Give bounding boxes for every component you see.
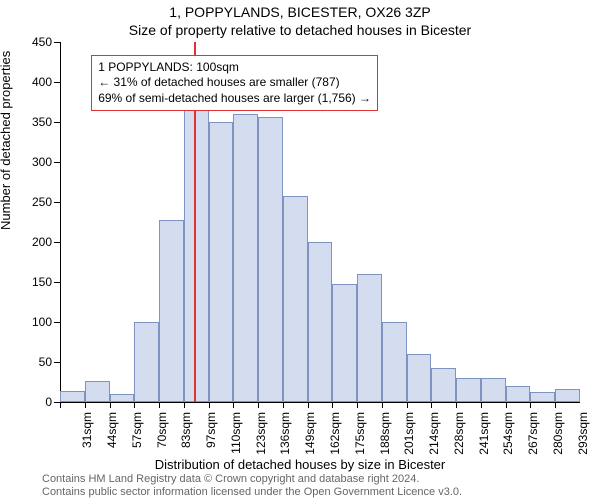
x-tick-label: 44sqm bbox=[105, 412, 119, 460]
x-tick-label: 162sqm bbox=[328, 412, 342, 460]
x-tick bbox=[159, 402, 160, 408]
y-tick-label: 150 bbox=[32, 275, 52, 289]
x-axis-label: Distribution of detached houses by size … bbox=[0, 457, 600, 472]
y-tick-label: 0 bbox=[45, 395, 52, 409]
x-tick bbox=[332, 402, 333, 408]
x-tick-label: 31sqm bbox=[80, 412, 94, 460]
histogram-bar bbox=[134, 322, 159, 402]
x-tick bbox=[110, 402, 111, 408]
x-tick-label: 228sqm bbox=[452, 412, 466, 460]
y-tick bbox=[54, 42, 60, 43]
histogram-bar bbox=[209, 122, 234, 402]
histogram-bar bbox=[530, 392, 555, 402]
x-tick-label: 241sqm bbox=[477, 412, 491, 460]
x-tick bbox=[357, 402, 358, 408]
y-axis-label: Number of detached properties bbox=[0, 51, 13, 230]
y-tick-label: 400 bbox=[32, 75, 52, 89]
x-tick bbox=[60, 402, 61, 408]
x-tick bbox=[258, 402, 259, 408]
histogram-bar bbox=[60, 391, 85, 402]
x-tick bbox=[456, 402, 457, 408]
x-tick-label: 83sqm bbox=[179, 412, 193, 460]
y-tick-label: 250 bbox=[32, 195, 52, 209]
y-tick bbox=[54, 322, 60, 323]
x-tick bbox=[530, 402, 531, 408]
x-tick bbox=[85, 402, 86, 408]
y-tick-label: 450 bbox=[32, 35, 52, 49]
histogram-bar bbox=[431, 368, 456, 402]
histogram-bar bbox=[283, 196, 308, 402]
x-tick-label: 214sqm bbox=[427, 412, 441, 460]
histogram-bar bbox=[110, 394, 135, 402]
histogram-bar bbox=[159, 220, 184, 402]
x-tick-label: 280sqm bbox=[551, 412, 565, 460]
y-tick-label: 200 bbox=[32, 235, 52, 249]
histogram-bar bbox=[258, 117, 283, 402]
x-tick-label: 123sqm bbox=[254, 412, 268, 460]
x-tick bbox=[407, 402, 408, 408]
histogram-bar bbox=[382, 322, 407, 402]
x-tick bbox=[382, 402, 383, 408]
x-tick-label: 293sqm bbox=[576, 412, 590, 460]
annotation-line: 69% of semi-detached houses are larger (… bbox=[98, 91, 371, 107]
y-tick-label: 350 bbox=[32, 115, 52, 129]
y-tick bbox=[54, 82, 60, 83]
histogram-bar bbox=[456, 378, 481, 402]
x-tick-label: 254sqm bbox=[501, 412, 515, 460]
histogram-bar bbox=[506, 386, 531, 402]
x-tick bbox=[209, 402, 210, 408]
y-tick bbox=[54, 202, 60, 203]
x-tick-label: 110sqm bbox=[229, 412, 243, 460]
x-tick bbox=[308, 402, 309, 408]
x-tick bbox=[184, 402, 185, 408]
histogram-bar bbox=[233, 114, 258, 402]
x-tick bbox=[283, 402, 284, 408]
footer-line2: Contains public sector information licen… bbox=[42, 486, 590, 500]
x-tick-label: 175sqm bbox=[353, 412, 367, 460]
annotation-line: 1 POPPYLANDS: 100sqm bbox=[98, 60, 371, 76]
x-tick bbox=[481, 402, 482, 408]
y-tick bbox=[54, 282, 60, 283]
y-tick-label: 100 bbox=[32, 315, 52, 329]
footer-line1: Contains HM Land Registry data © Crown c… bbox=[42, 473, 590, 487]
y-tick bbox=[54, 162, 60, 163]
x-tick bbox=[431, 402, 432, 408]
x-tick-label: 267sqm bbox=[526, 412, 540, 460]
annotation-box: 1 POPPYLANDS: 100sqm← 31% of detached ho… bbox=[91, 55, 378, 112]
chart-title-line1: 1, POPPYLANDS, BICESTER, OX26 3ZP bbox=[0, 4, 600, 20]
x-tick-label: 70sqm bbox=[155, 412, 169, 460]
histogram-bar bbox=[357, 274, 382, 402]
x-tick-label: 57sqm bbox=[130, 412, 144, 460]
x-tick-label: 149sqm bbox=[303, 412, 317, 460]
y-axis-line bbox=[60, 42, 61, 402]
histogram-bar bbox=[308, 242, 333, 402]
y-tick bbox=[54, 122, 60, 123]
y-tick bbox=[54, 362, 60, 363]
y-tick-label: 50 bbox=[39, 355, 52, 369]
x-tick bbox=[233, 402, 234, 408]
x-tick bbox=[555, 402, 556, 408]
y-tick-label: 300 bbox=[32, 155, 52, 169]
x-tick-label: 201sqm bbox=[402, 412, 416, 460]
footer: Contains HM Land Registry data © Crown c… bbox=[42, 473, 590, 500]
histogram-bar bbox=[407, 354, 432, 402]
x-tick bbox=[506, 402, 507, 408]
x-tick-label: 136sqm bbox=[278, 412, 292, 460]
y-tick bbox=[54, 242, 60, 243]
histogram-bar bbox=[184, 106, 209, 402]
histogram-bar bbox=[85, 381, 110, 402]
chart-title-block: 1, POPPYLANDS, BICESTER, OX26 3ZP Size o… bbox=[0, 4, 600, 38]
x-tick-label: 188sqm bbox=[378, 412, 392, 460]
chart-title-line2: Size of property relative to detached ho… bbox=[0, 22, 600, 38]
histogram-bar bbox=[555, 389, 580, 402]
histogram-bar bbox=[332, 284, 357, 402]
histogram-bar bbox=[481, 378, 506, 402]
histogram-plot: 05010015020025030035040045031sqm44sqm57s… bbox=[60, 42, 580, 403]
x-tick bbox=[134, 402, 135, 408]
x-tick-label: 97sqm bbox=[204, 412, 218, 460]
annotation-line: ← 31% of detached houses are smaller (78… bbox=[98, 75, 371, 91]
